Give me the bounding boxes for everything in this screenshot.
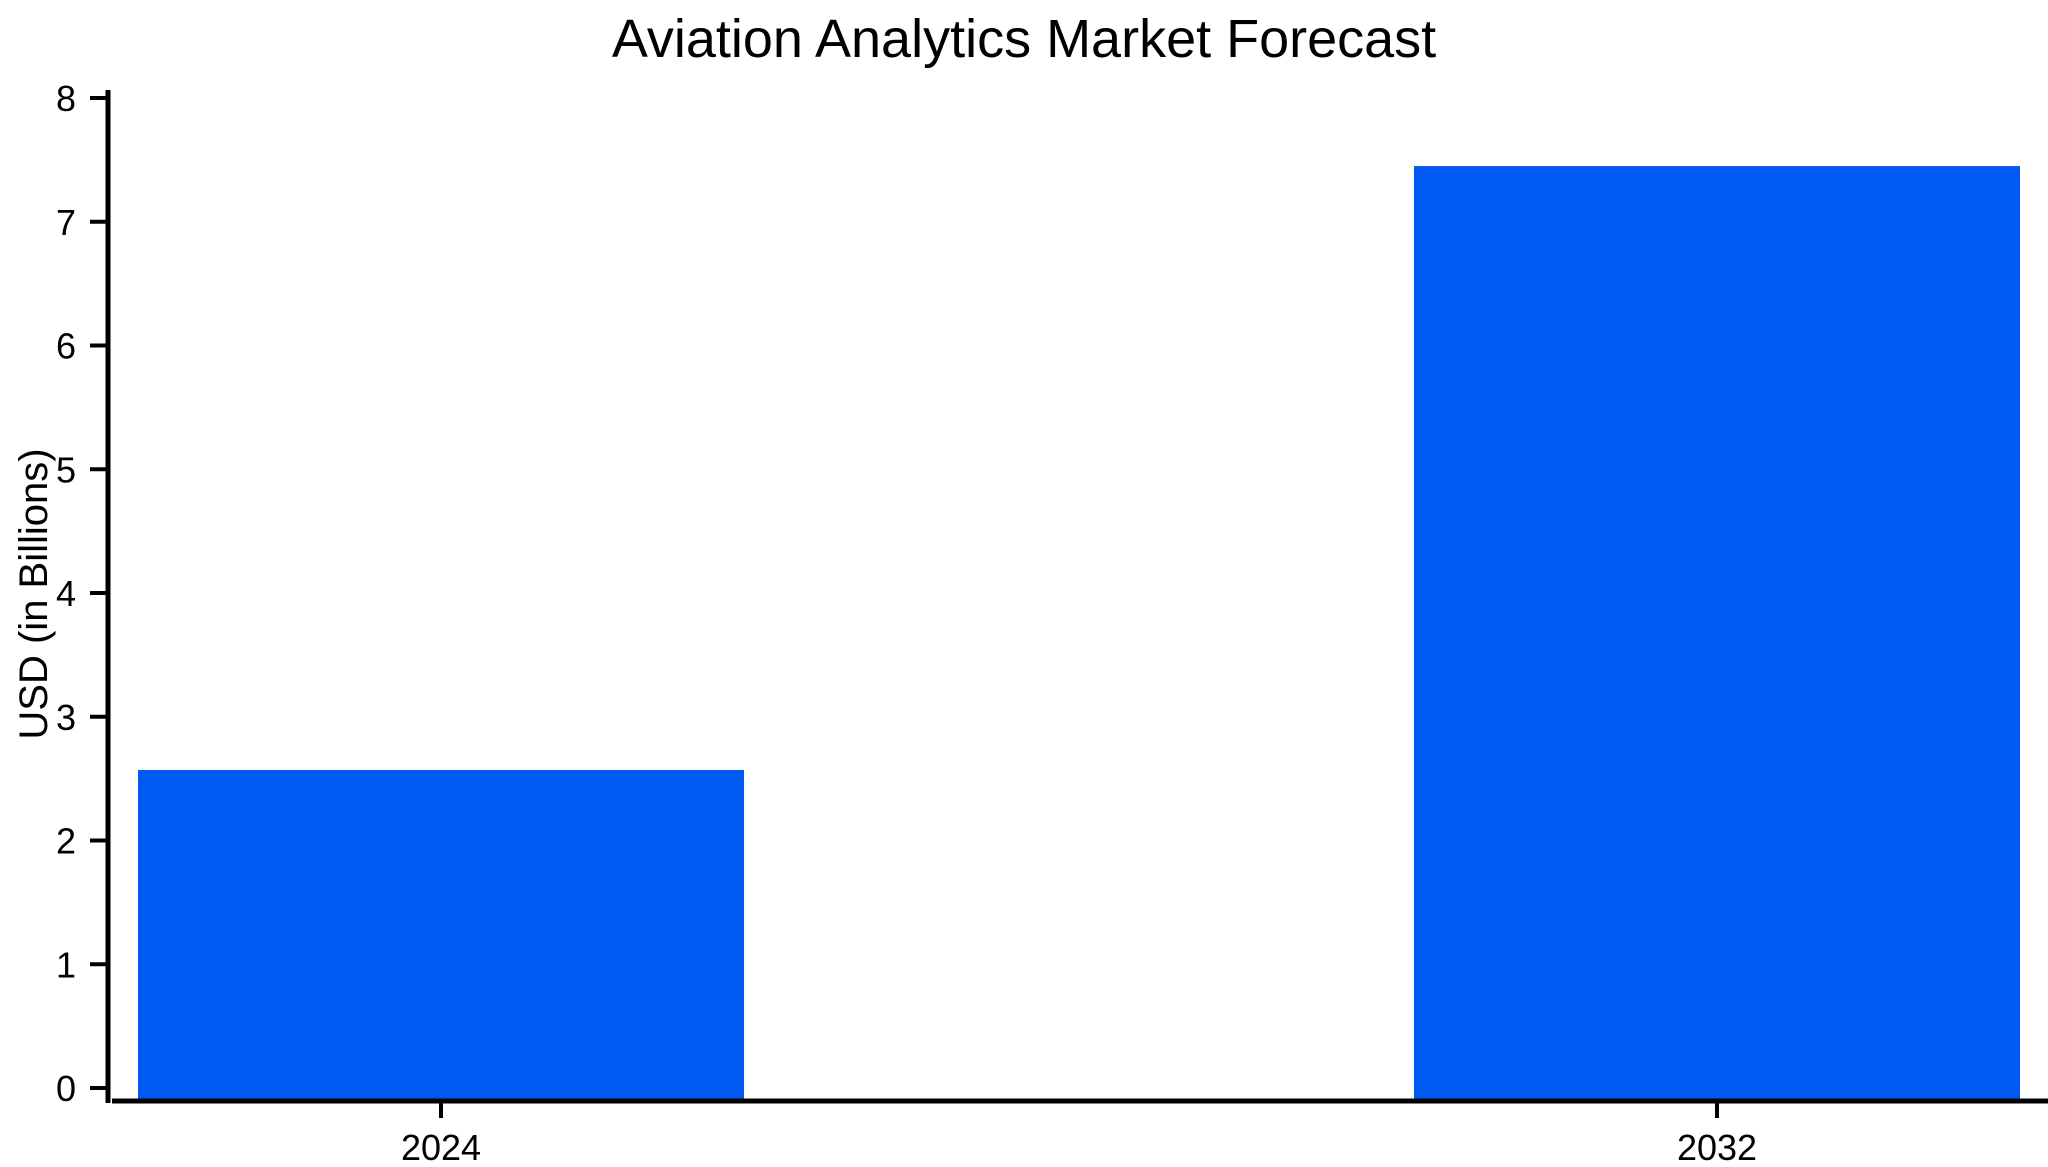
y-tick-label: 5 (56, 449, 76, 490)
y-tick-label: 8 (56, 78, 76, 119)
y-tick-label: 7 (56, 202, 76, 243)
y-axis-label: USD (in Billions) (12, 448, 56, 739)
x-tick-label: 2032 (1677, 1127, 1757, 1167)
x-tick-label: 2024 (401, 1127, 481, 1167)
y-tick-label: 0 (56, 1068, 76, 1109)
y-tick-label: 2 (56, 821, 76, 862)
y-tick-label: 1 (56, 944, 76, 985)
bar-2032 (1414, 166, 2020, 1099)
y-tick-label: 6 (56, 326, 76, 367)
chart-title: Aviation Analytics Market Forecast (612, 9, 1436, 69)
y-tick-label: 3 (56, 697, 76, 738)
bar-2024 (138, 769, 744, 1099)
y-tick-label: 4 (56, 573, 76, 614)
